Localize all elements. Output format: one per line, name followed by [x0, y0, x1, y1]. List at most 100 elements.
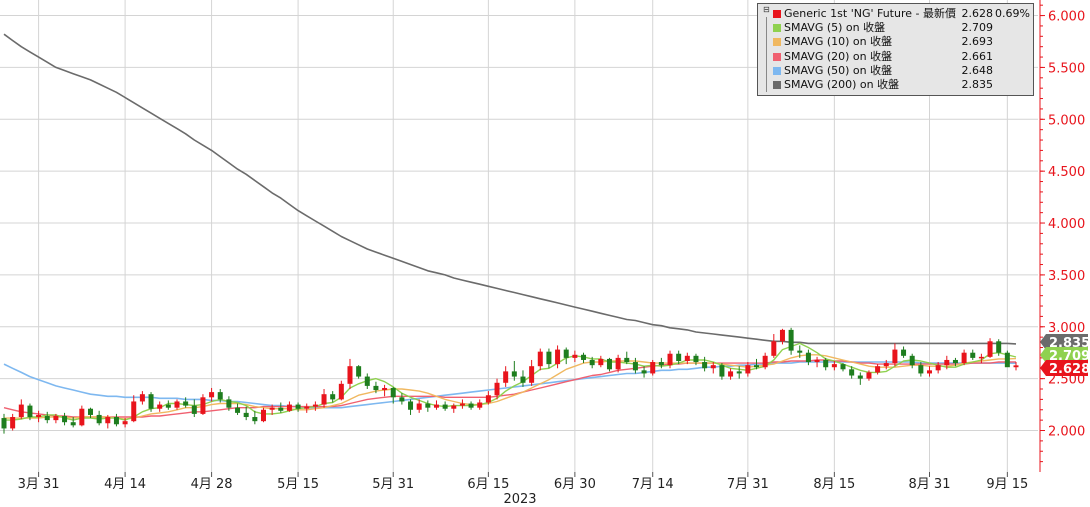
x-tick-label: 8月 15 — [813, 477, 855, 492]
y-tick-label: 5.500 — [1048, 61, 1085, 76]
candle-body — [961, 352, 967, 364]
legend-label: Generic 1st 'NG' Future - 最新價 — [784, 7, 956, 20]
candle-body — [174, 401, 180, 408]
legend-value: 2.835 — [961, 78, 994, 91]
candle-body — [18, 404, 24, 418]
candle-body — [831, 364, 837, 368]
x-tick-label: 9月 15 — [986, 477, 1028, 492]
candle-body — [762, 355, 768, 368]
candle-body — [157, 404, 163, 409]
last-price-value: 2.628 — [1049, 362, 1090, 377]
candle-body — [252, 417, 258, 422]
candle-body — [295, 404, 301, 409]
legend-row[interactable]: SMAVG (200) on 收盤 2.835 — [758, 78, 1033, 92]
legend-row[interactable]: SMAVG (50) on 收盤 2.648 — [758, 64, 1033, 78]
legend-label: SMAVG (5) on 收盤 — [784, 21, 886, 35]
candle-body — [356, 366, 362, 377]
candle-body — [632, 362, 638, 371]
candle-body — [857, 375, 863, 379]
legend-row[interactable]: SMAVG (10) on 收盤 2.693 — [758, 35, 1033, 49]
candle-body — [546, 351, 552, 365]
candle-body — [563, 349, 569, 358]
candle-body — [131, 401, 137, 422]
y-tick-label: 3.000 — [1048, 321, 1085, 336]
candle-body — [520, 376, 526, 383]
legend-value: 2.709 — [961, 21, 994, 35]
x-tick-label: 7月 14 — [632, 477, 674, 492]
candle-body — [788, 329, 794, 351]
candle-body — [191, 405, 197, 414]
candle-body — [243, 412, 249, 418]
candle-body — [235, 407, 241, 413]
candle-body — [805, 352, 811, 363]
last-price-tag: 2.628 — [1040, 360, 1090, 377]
candle-body — [797, 350, 803, 353]
candle-body — [10, 417, 16, 429]
x-axis-ticks: 3月 31 4月 14 4月 28 5月 15 5月 31 6月 15 6月 30 7月 14… — [18, 472, 1028, 492]
candle-body — [606, 358, 612, 370]
candle-body — [978, 356, 984, 359]
candle-body — [468, 403, 474, 408]
chart-legend: ⊟ Generic 1st 'NG' Future - 最新價 2.628 0.69… — [757, 3, 1034, 96]
candle-body — [641, 370, 647, 374]
y-tick-label: 4.000 — [1048, 217, 1085, 232]
x-tick-label: 5月 31 — [372, 477, 414, 492]
x-tick-label: 4月 28 — [191, 477, 233, 492]
candle-body — [347, 366, 353, 384]
candle-body — [477, 402, 483, 408]
legend-swatch — [773, 10, 781, 18]
legend-value: 2.648 — [961, 63, 994, 77]
candle-body — [944, 359, 950, 366]
candle-body — [710, 365, 716, 369]
legend-swatch — [773, 24, 781, 33]
candle-body — [693, 355, 699, 363]
legend-swatch — [773, 66, 781, 75]
candle-body — [53, 415, 59, 421]
x-tick-label: 8月 31 — [909, 477, 951, 492]
x-tick-label: 4月 14 — [104, 477, 146, 492]
legend-row[interactable]: SMAVG (5) on 收盤 2.709 — [758, 21, 1033, 35]
y-tick-label: 3.500 — [1048, 269, 1085, 284]
candle-body — [684, 355, 690, 362]
last-price-tag-bg — [1040, 347, 1088, 363]
legend-value: 2.693 — [961, 35, 994, 49]
candle-body — [503, 371, 509, 383]
legend-collapse-icon[interactable]: ⊟ — [763, 5, 770, 14]
candle-body — [451, 405, 457, 409]
candle-body — [918, 365, 924, 374]
candle-body — [399, 397, 405, 402]
candle-body — [217, 392, 223, 400]
candle-body — [1, 418, 7, 429]
candle-body — [425, 403, 431, 408]
candle-body — [892, 349, 898, 364]
candle-body — [209, 392, 215, 398]
candle-body — [935, 365, 941, 371]
legend-row[interactable]: SMAVG (20) on 收盤 2.661 — [758, 50, 1033, 64]
candle-body — [537, 351, 543, 367]
legend-row[interactable]: Generic 1st 'NG' Future - 最新價 2.628 0.69% — [758, 7, 1033, 21]
candle-body — [373, 385, 379, 391]
candle-body — [909, 355, 915, 366]
candle-body — [364, 376, 370, 386]
candle-body — [736, 371, 742, 374]
candle-body — [650, 362, 656, 374]
candle-body — [970, 352, 976, 358]
candle-body — [779, 329, 785, 342]
candle-body — [875, 366, 881, 373]
candle-body — [572, 354, 578, 358]
legend-label: SMAVG (200) on 收盤 — [784, 78, 900, 91]
candle-body — [866, 372, 872, 379]
x-tick-label: 6月 15 — [467, 477, 509, 492]
candle-body — [754, 365, 760, 368]
candle-body — [433, 404, 439, 408]
legend-swatch — [773, 38, 781, 47]
legend-change: 0.69% — [995, 7, 1030, 20]
candle-body — [1013, 365, 1019, 368]
candle-body — [382, 387, 388, 391]
last-price-tag-bg — [1040, 360, 1088, 376]
candle-body — [459, 403, 465, 406]
candle-body — [278, 407, 284, 411]
candle-body — [304, 406, 310, 409]
grid-lines — [0, 15, 1038, 432]
